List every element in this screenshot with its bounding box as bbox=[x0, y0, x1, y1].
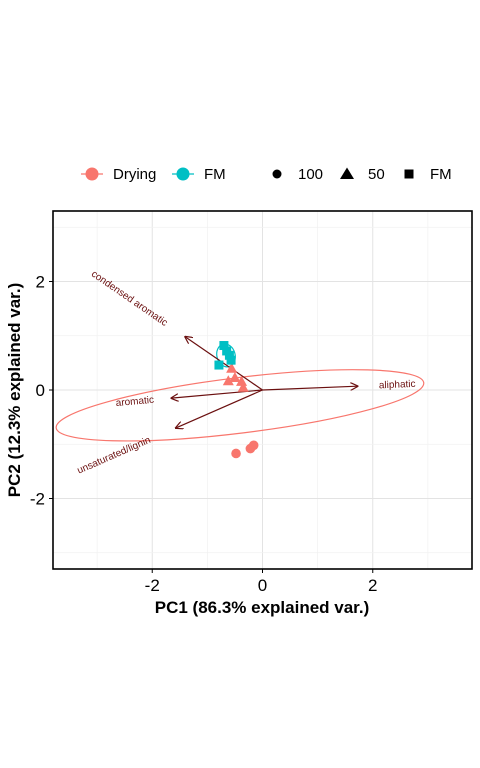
point-square bbox=[224, 350, 234, 360]
x-tick-label: 2 bbox=[368, 576, 377, 595]
point-square bbox=[219, 341, 229, 351]
legend: Drying FM 100 50 FM bbox=[81, 166, 452, 183]
x-tick-label: 0 bbox=[258, 576, 267, 595]
loading-vector bbox=[185, 337, 263, 391]
loading-vector bbox=[176, 389, 263, 428]
point-circle bbox=[231, 448, 241, 459]
point-triangle bbox=[226, 362, 238, 373]
point-square bbox=[226, 355, 236, 365]
legend-fm-label: FM bbox=[204, 166, 226, 183]
legend-shape-50-label: 50 bbox=[368, 166, 385, 183]
y-tick-label: -2 bbox=[30, 489, 45, 508]
legend-shape-square-key bbox=[404, 169, 414, 179]
y-tick-label: 2 bbox=[36, 273, 45, 292]
x-axis-title: PC1 (86.3% explained var.) bbox=[155, 598, 370, 617]
point-triangle bbox=[222, 375, 234, 386]
point-triangle bbox=[237, 381, 249, 392]
x-tick-label: -2 bbox=[145, 576, 160, 595]
point-triangle bbox=[236, 375, 248, 386]
legend-drying-label: Drying bbox=[113, 166, 156, 183]
legend-drying-key bbox=[85, 167, 99, 181]
vector-label: aliphatic bbox=[379, 379, 416, 391]
data-points bbox=[214, 341, 259, 459]
legend-shape-circle-key bbox=[272, 169, 282, 179]
legend-shape-triangle-key bbox=[340, 167, 354, 179]
legend-shape-100-label: 100 bbox=[298, 166, 323, 183]
point-triangle bbox=[229, 372, 241, 383]
y-axis-title: PC2 (12.3% explained var.) bbox=[5, 283, 24, 498]
legend-fm-key bbox=[176, 167, 190, 181]
y-tick-label: 0 bbox=[36, 381, 45, 400]
vector-label: aromatic bbox=[115, 395, 154, 409]
point-square bbox=[214, 360, 224, 370]
legend-shape-fm-label: FM bbox=[430, 166, 452, 183]
axis-ticks: -2 0 2 -2 0 2 bbox=[30, 273, 378, 595]
point-circle bbox=[248, 440, 259, 451]
loading-vector bbox=[262, 386, 358, 391]
